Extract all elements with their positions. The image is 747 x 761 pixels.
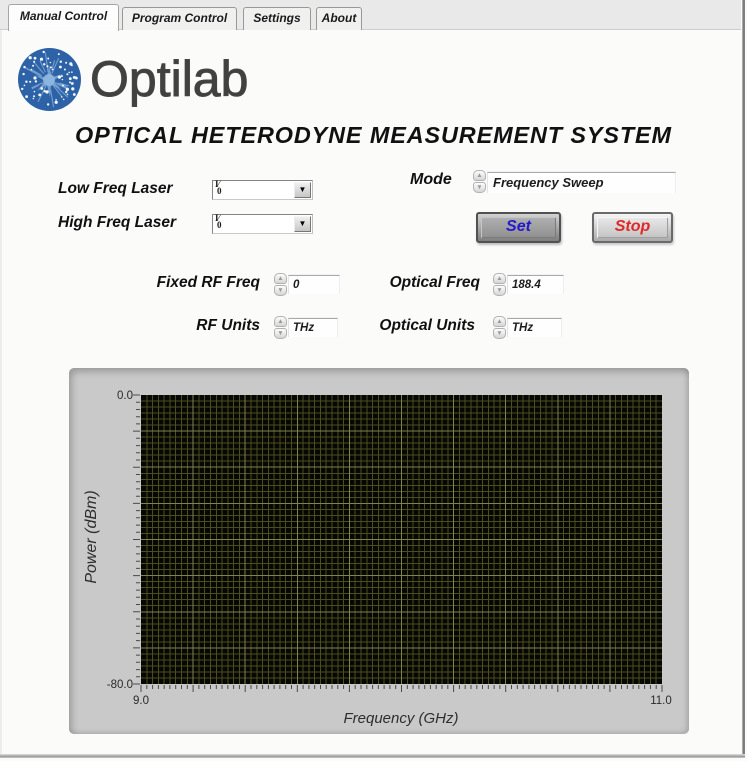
svg-text:Frequency (GHz): Frequency (GHz) (343, 710, 458, 727)
svg-text:-80.0: -80.0 (107, 679, 133, 691)
svg-text:0.0: 0.0 (117, 390, 133, 402)
svg-text:9.0: 9.0 (133, 695, 149, 707)
svg-text:11.0: 11.0 (650, 695, 672, 707)
svg-text:Power (dBm): Power (dBm) (83, 490, 100, 583)
